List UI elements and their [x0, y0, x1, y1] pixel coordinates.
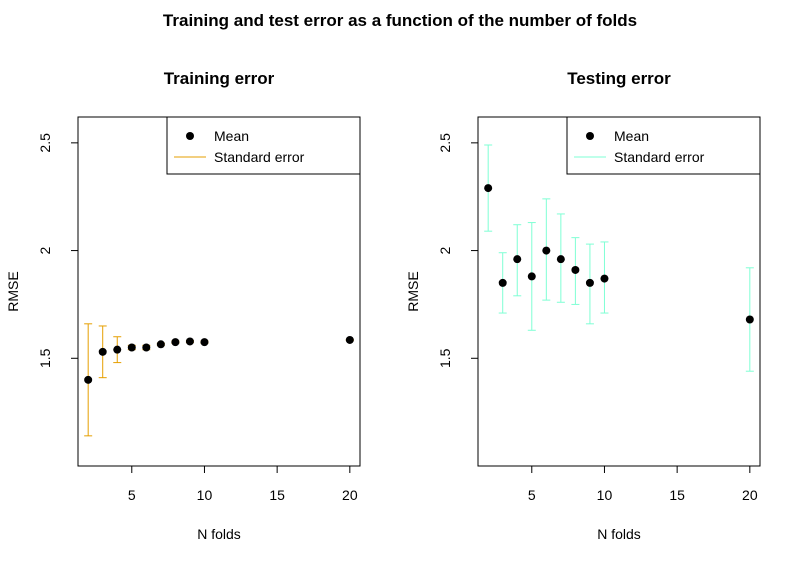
x-tick-label: 20 [342, 487, 358, 503]
mean-point [113, 345, 122, 354]
mean-point [142, 343, 151, 352]
panel-title: Training error [164, 69, 275, 88]
x-tick-label: 15 [669, 487, 685, 503]
mean-point [542, 246, 551, 255]
mean-point [484, 184, 493, 193]
y-tick-label: 1.5 [437, 348, 453, 368]
panel-title: Testing error [567, 69, 671, 88]
x-axis-label: N folds [197, 526, 241, 542]
legend-label: Standard error [214, 149, 305, 165]
legend: Mean Standard error [166, 116, 361, 175]
figure-title: Training and test error as a function of… [163, 11, 637, 30]
mean-point [745, 315, 754, 324]
mean-point [200, 338, 209, 347]
mean-point [98, 347, 107, 356]
mean-point [600, 274, 609, 283]
x-tick-label: 5 [528, 487, 536, 503]
legend: Mean Standard error [566, 116, 761, 175]
legend-label: Standard error [614, 149, 705, 165]
mean-point [156, 340, 165, 349]
legend-point-symbol [586, 132, 594, 140]
legend-label: Mean [614, 128, 649, 144]
y-tick-label: 2 [437, 246, 453, 254]
mean-point [585, 278, 594, 287]
x-tick-label: 5 [128, 487, 136, 503]
mean-point [527, 272, 536, 281]
mean-point [556, 255, 565, 264]
mean-point [185, 337, 194, 346]
mean-point [171, 338, 180, 347]
mean-point [84, 375, 93, 384]
y-axis-label: RMSE [5, 271, 21, 311]
mean-point [513, 255, 522, 264]
mean-point [345, 335, 354, 344]
testing-error-panel: Testing error 5 10 15 20 1.5 2 2.5 N folds RMSE Me… [405, 69, 761, 542]
legend-box [166, 116, 361, 175]
mean-point [571, 265, 580, 274]
x-axis-label: N folds [597, 526, 641, 542]
legend-box [566, 116, 761, 175]
legend-point-symbol [186, 132, 194, 140]
y-tick-label: 2.5 [37, 133, 53, 153]
y-tick-label: 2.5 [437, 133, 453, 153]
x-tick-label: 10 [597, 487, 613, 503]
x-tick-label: 20 [742, 487, 758, 503]
y-tick-label: 2 [37, 246, 53, 254]
x-tick-label: 15 [269, 487, 285, 503]
legend-label: Mean [214, 128, 249, 144]
mean-point [498, 278, 507, 287]
y-axis-label: RMSE [405, 271, 421, 311]
mean-point [127, 343, 136, 352]
y-tick-label: 1.5 [37, 348, 53, 368]
x-tick-label: 10 [197, 487, 213, 503]
training-error-panel: Training error 5 10 15 20 1.5 2 2.5 N folds RMSE M… [5, 69, 361, 542]
